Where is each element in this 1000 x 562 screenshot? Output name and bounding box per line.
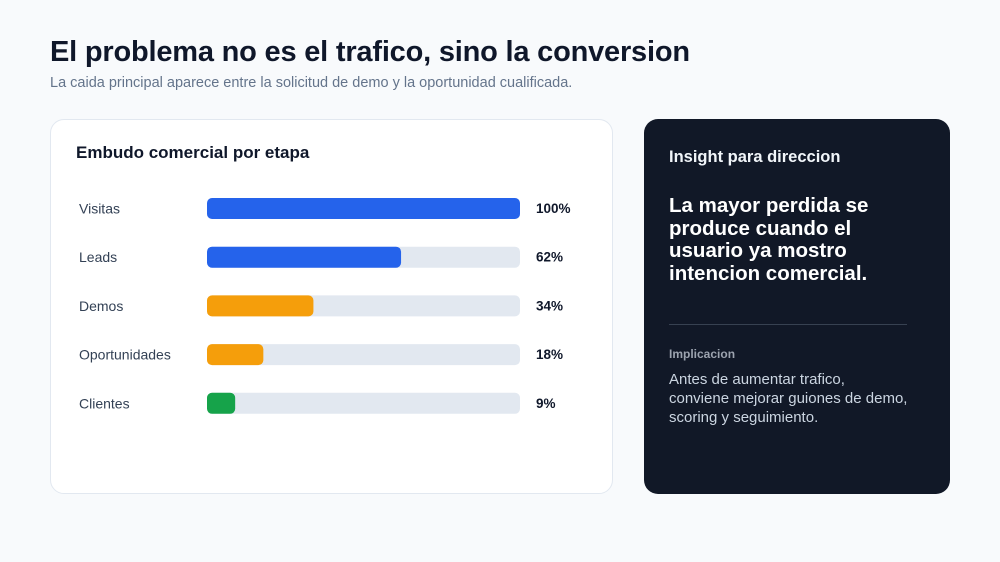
funnel-chart-card: Embudo comercial por etapa Visitas 100% Le… (50, 119, 613, 494)
category-label: Leads (79, 249, 117, 265)
value-label: 18% (536, 347, 563, 362)
implication-label: Implicacion (669, 347, 736, 361)
page-title: El problema no es el trafico, sino la co… (50, 36, 690, 68)
value-label: 100% (536, 201, 571, 216)
bar-track (207, 392, 520, 414)
category-label: Demos (79, 298, 123, 314)
page-subtitle: La caida principal aparece entre la soli… (50, 75, 573, 91)
bar (207, 344, 264, 366)
funnel-chart: Visitas 100% Leads 62% Demos 34% Oportunidades… (79, 198, 571, 414)
bar-track (207, 344, 520, 366)
insight-heading: Insight para direccion (669, 148, 841, 166)
chart-title: Embudo comercial por etapa (76, 143, 310, 162)
insight-card: Insight para direccion La mayor perdida … (644, 119, 950, 494)
value-label: 9% (536, 396, 556, 411)
insight-divider (669, 324, 907, 325)
insight-main-text: La mayor perdida se produce cuando el us… (669, 194, 869, 285)
bar (207, 198, 520, 219)
implication-text: Antes de aumentar trafico, conviene mejo… (669, 371, 908, 426)
value-label: 62% (536, 250, 563, 265)
value-label: 34% (536, 298, 563, 313)
bar (207, 246, 402, 268)
bar (207, 295, 314, 317)
category-label: Oportunidades (79, 347, 171, 363)
category-label: Visitas (79, 201, 120, 217)
bar (207, 392, 236, 414)
category-label: Clientes (79, 395, 130, 411)
